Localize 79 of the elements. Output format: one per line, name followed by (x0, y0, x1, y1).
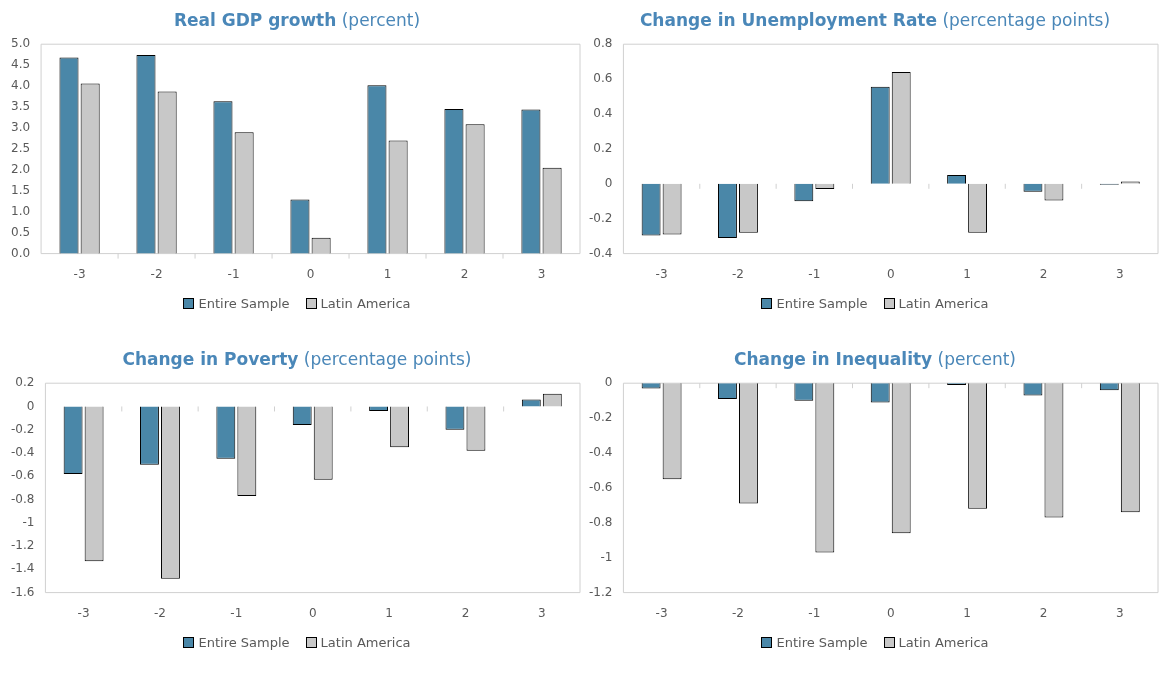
x-tick-label: 3 (537, 266, 546, 281)
chart-title: Change in Unemployment Rate (639, 10, 938, 30)
y-tick-label: -1 (22, 514, 35, 529)
x-tick-label: 2 (1039, 605, 1048, 620)
x-tick-label: 1 (383, 266, 392, 281)
y-tick-label: 0.4 (593, 106, 613, 121)
x-tick-label: 2 (1039, 266, 1048, 281)
x-tick-label: -3 (655, 605, 668, 620)
x-tick-label: 0 (308, 605, 317, 620)
chart-title: Change in Poverty (122, 349, 299, 369)
y-tick-label: -0.6 (10, 468, 35, 483)
y-tick-label: -0.2 (588, 210, 613, 225)
chart-subtitle: (percentage points) (942, 10, 1111, 30)
y-tick-label: 3.0 (10, 120, 31, 135)
y-tick-label: -0.4 (588, 445, 613, 460)
y-tick-label: 4.5 (10, 57, 31, 72)
x-tick-label: -3 (73, 266, 86, 281)
x-tick-label: 2 (460, 266, 469, 281)
y-tick-label: 4.0 (10, 78, 31, 93)
y-tick-label: 0 (604, 375, 613, 390)
y-tick-label: -1.4 (10, 561, 35, 576)
y-tick-label: 1.5 (10, 182, 31, 197)
y-tick-label: 0.2 (15, 375, 35, 390)
legend-label: Latin America (320, 296, 411, 311)
y-tick-label: -0.4 (10, 445, 35, 460)
chart-title: Real GDP growth (173, 10, 337, 30)
y-tick-label: 0.5 (10, 224, 31, 239)
legend-label: Latin America (898, 296, 989, 311)
legend-label: Entire Sample (776, 635, 868, 650)
legend-label: Latin America (320, 635, 411, 650)
y-tick-label: 0.0 (10, 245, 31, 260)
x-tick-label: 1 (385, 605, 393, 620)
x-tick-label: 1 (963, 605, 971, 620)
x-tick-label: -2 (731, 605, 744, 620)
chart-title: Change in Inequality (734, 349, 933, 369)
x-tick-label: -2 (731, 266, 744, 281)
x-tick-label: 3 (1115, 266, 1124, 281)
x-tick-label: 0 (886, 605, 895, 620)
x-tick-label: 0 (306, 266, 315, 281)
chart-subtitle: (percentage points) (303, 349, 472, 369)
x-tick-label: -1 (230, 605, 243, 620)
x-tick-label: 0 (886, 266, 895, 281)
y-tick-label: 0 (604, 175, 613, 190)
y-tick-label: 2.0 (10, 161, 31, 176)
legend-label: Latin America (898, 635, 989, 650)
y-tick-label: -1.2 (588, 584, 613, 599)
chart-subtitle: (percent) (341, 10, 421, 30)
y-tick-label: 5.0 (10, 36, 31, 51)
legend-label: Entire Sample (776, 296, 868, 311)
y-tick-label: 0.2 (593, 141, 613, 156)
chart-subtitle: (percent) (937, 349, 1016, 369)
y-tick-label: 0 (26, 398, 35, 413)
legend-label: Entire Sample (198, 635, 290, 650)
x-tick-label: -3 (77, 605, 90, 620)
y-tick-label: -1.2 (10, 538, 35, 553)
y-tick-label: 2.5 (10, 141, 31, 156)
y-tick-label: -0.8 (588, 514, 613, 529)
x-tick-label: -1 (227, 266, 240, 281)
x-tick-label: -2 (153, 605, 166, 620)
y-tick-label: 1.0 (10, 203, 31, 218)
y-tick-label: -0.4 (588, 245, 613, 260)
x-tick-label: 3 (1115, 605, 1124, 620)
y-tick-label: 0.6 (593, 71, 613, 86)
x-tick-label: 3 (537, 605, 546, 620)
x-tick-label: -1 (808, 605, 821, 620)
y-tick-label: -1 (600, 549, 613, 564)
y-tick-label: 3.5 (10, 99, 31, 114)
x-tick-label: -2 (150, 266, 163, 281)
x-tick-label: -1 (808, 266, 821, 281)
y-tick-label: -0.8 (10, 491, 35, 506)
legend-label: Entire Sample (198, 296, 290, 311)
x-tick-label: 1 (963, 266, 971, 281)
y-tick-label: 0.8 (593, 36, 613, 51)
y-tick-label: -0.6 (588, 480, 613, 495)
y-tick-label: -0.2 (588, 410, 613, 425)
x-tick-label: -3 (655, 266, 668, 281)
x-tick-label: 2 (461, 605, 470, 620)
y-tick-label: -1.6 (10, 584, 35, 599)
y-tick-label: -0.2 (10, 421, 35, 436)
